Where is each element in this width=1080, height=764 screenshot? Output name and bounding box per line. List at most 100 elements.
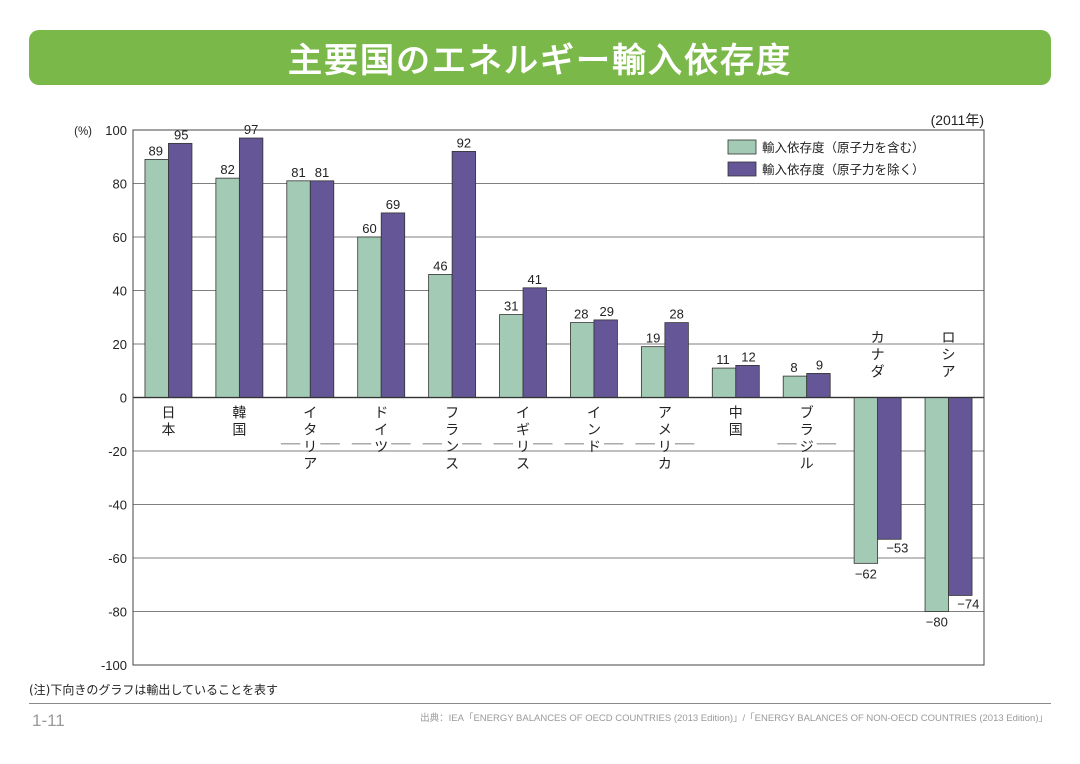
title-banner: 主要国のエネルギー輸入依存度 <box>29 30 1051 85</box>
legend-label: 輸入依存度（原子力を除く） <box>762 162 925 177</box>
category-label-char: ア <box>658 405 672 421</box>
bar-series-1 <box>924 397 949 612</box>
bar-series-1 <box>144 159 169 398</box>
bar-chart: (2011年)(%) 100806040200-20-40-60-80-10089… <box>74 112 985 673</box>
category-label-char: リ <box>303 439 317 455</box>
category-label-char: ダ <box>871 364 885 380</box>
category-label-char: ド <box>587 439 601 455</box>
category-label-char: ロ <box>942 330 956 346</box>
category-label-char: イ <box>587 405 601 421</box>
category-label-char: カ <box>658 456 672 472</box>
category-label-char: イ <box>303 405 317 421</box>
bar-series-2 <box>877 397 902 540</box>
source-citation: 出典：IEA「ENERGY BALANCES OF OECD COUNTRIES… <box>420 713 1048 724</box>
bar-series-1 <box>499 314 524 398</box>
bar-series-1 <box>215 177 240 398</box>
data-label: −74 <box>957 596 979 611</box>
y-tick-label: 80 <box>113 177 127 192</box>
data-label: −62 <box>855 566 877 581</box>
data-label: 60 <box>362 221 376 236</box>
category-label-char: 国 <box>729 422 743 438</box>
data-label: 12 <box>741 349 755 364</box>
category-label-char: ア <box>942 364 956 380</box>
bar-series-2 <box>664 322 689 398</box>
y-tick-label: -60 <box>108 551 127 566</box>
category-label-char: シ <box>942 347 956 363</box>
category-label-char: ン <box>445 439 459 455</box>
category-label-char: タ <box>303 422 317 438</box>
y-tick-label: -20 <box>108 444 127 459</box>
data-label: 46 <box>433 258 447 273</box>
bar-series-2 <box>451 150 477 398</box>
page-number: 1-11 <box>32 711 65 730</box>
y-tick-label: -40 <box>108 498 127 513</box>
bar-series-1 <box>853 397 879 564</box>
bar-series-2 <box>948 397 973 596</box>
category-label-char: 国 <box>232 422 246 438</box>
bar-series-1 <box>357 236 382 398</box>
legend-swatch <box>727 161 757 177</box>
category-label-char: 韓 <box>232 405 246 421</box>
data-label: 31 <box>504 299 518 314</box>
bar-series-2 <box>380 212 406 398</box>
legend-swatch <box>727 139 757 155</box>
category-label-char: イ <box>516 405 530 421</box>
data-label: 81 <box>315 165 329 180</box>
bar-series-2 <box>168 142 193 398</box>
data-label: 89 <box>148 143 162 158</box>
chart-note: (注)下向きのグラフは輸出していることを表す <box>29 683 279 697</box>
y-tick-label: 0 <box>120 391 127 406</box>
legend-label: 輸入依存度（原子力を含む） <box>762 140 925 155</box>
y-tick-label: 60 <box>113 230 127 245</box>
bar-series-2 <box>309 180 335 398</box>
category-label-char: ブ <box>800 405 814 421</box>
bar-series-2 <box>238 137 264 398</box>
data-label: 29 <box>599 304 613 319</box>
data-label: 92 <box>457 135 471 150</box>
bar-series-1 <box>782 375 808 398</box>
bar-series-1 <box>570 322 595 398</box>
category-label-char: ツ <box>374 439 388 455</box>
y-tick-label: 20 <box>113 337 127 352</box>
data-label: 69 <box>386 197 400 212</box>
bar-series-2 <box>806 373 831 398</box>
category-label-char: 日 <box>161 405 175 421</box>
category-label-char: フ <box>445 405 459 421</box>
data-label: 8 <box>790 360 797 375</box>
data-label: 28 <box>574 307 588 322</box>
category-label-char: ラ <box>445 422 459 438</box>
category-label-char: 本 <box>161 422 175 438</box>
y-tick-label: 40 <box>113 284 127 299</box>
category-label-char: ス <box>516 456 530 472</box>
data-label: 82 <box>220 162 234 177</box>
bar-series-1 <box>286 180 311 398</box>
category-label-char: ジ <box>800 439 814 455</box>
bar-series-1 <box>711 367 737 398</box>
data-label: 9 <box>816 357 823 372</box>
year-label: (2011年) <box>931 112 984 128</box>
category-label-char: ギ <box>516 422 530 438</box>
category-label-char: 中 <box>729 405 743 421</box>
category-label-char: イ <box>374 422 388 438</box>
data-label: −53 <box>886 540 908 555</box>
category-label-char: カ <box>871 330 885 346</box>
page-title: 主要国のエネルギー輸入依存度 <box>288 41 792 81</box>
y-unit-label: (%) <box>74 126 92 138</box>
category-label-char: メ <box>658 422 672 438</box>
data-label: 95 <box>174 127 188 142</box>
data-label: 28 <box>669 307 683 322</box>
plot-frame <box>132 129 985 666</box>
category-label-char: リ <box>658 439 672 455</box>
bar-series-1 <box>428 274 453 398</box>
y-tick-label: -100 <box>101 658 127 673</box>
data-label: 81 <box>291 165 305 180</box>
category-label-char: ナ <box>871 347 885 363</box>
category-label-char: ル <box>800 456 814 472</box>
category-label-char: ラ <box>800 422 814 438</box>
data-label: 11 <box>716 352 730 367</box>
category-label-char: ス <box>445 456 459 472</box>
y-tick-label: -80 <box>108 605 127 620</box>
category-label-char: ア <box>303 456 317 472</box>
category-label-char: リ <box>516 439 530 455</box>
data-label: −80 <box>926 615 948 630</box>
